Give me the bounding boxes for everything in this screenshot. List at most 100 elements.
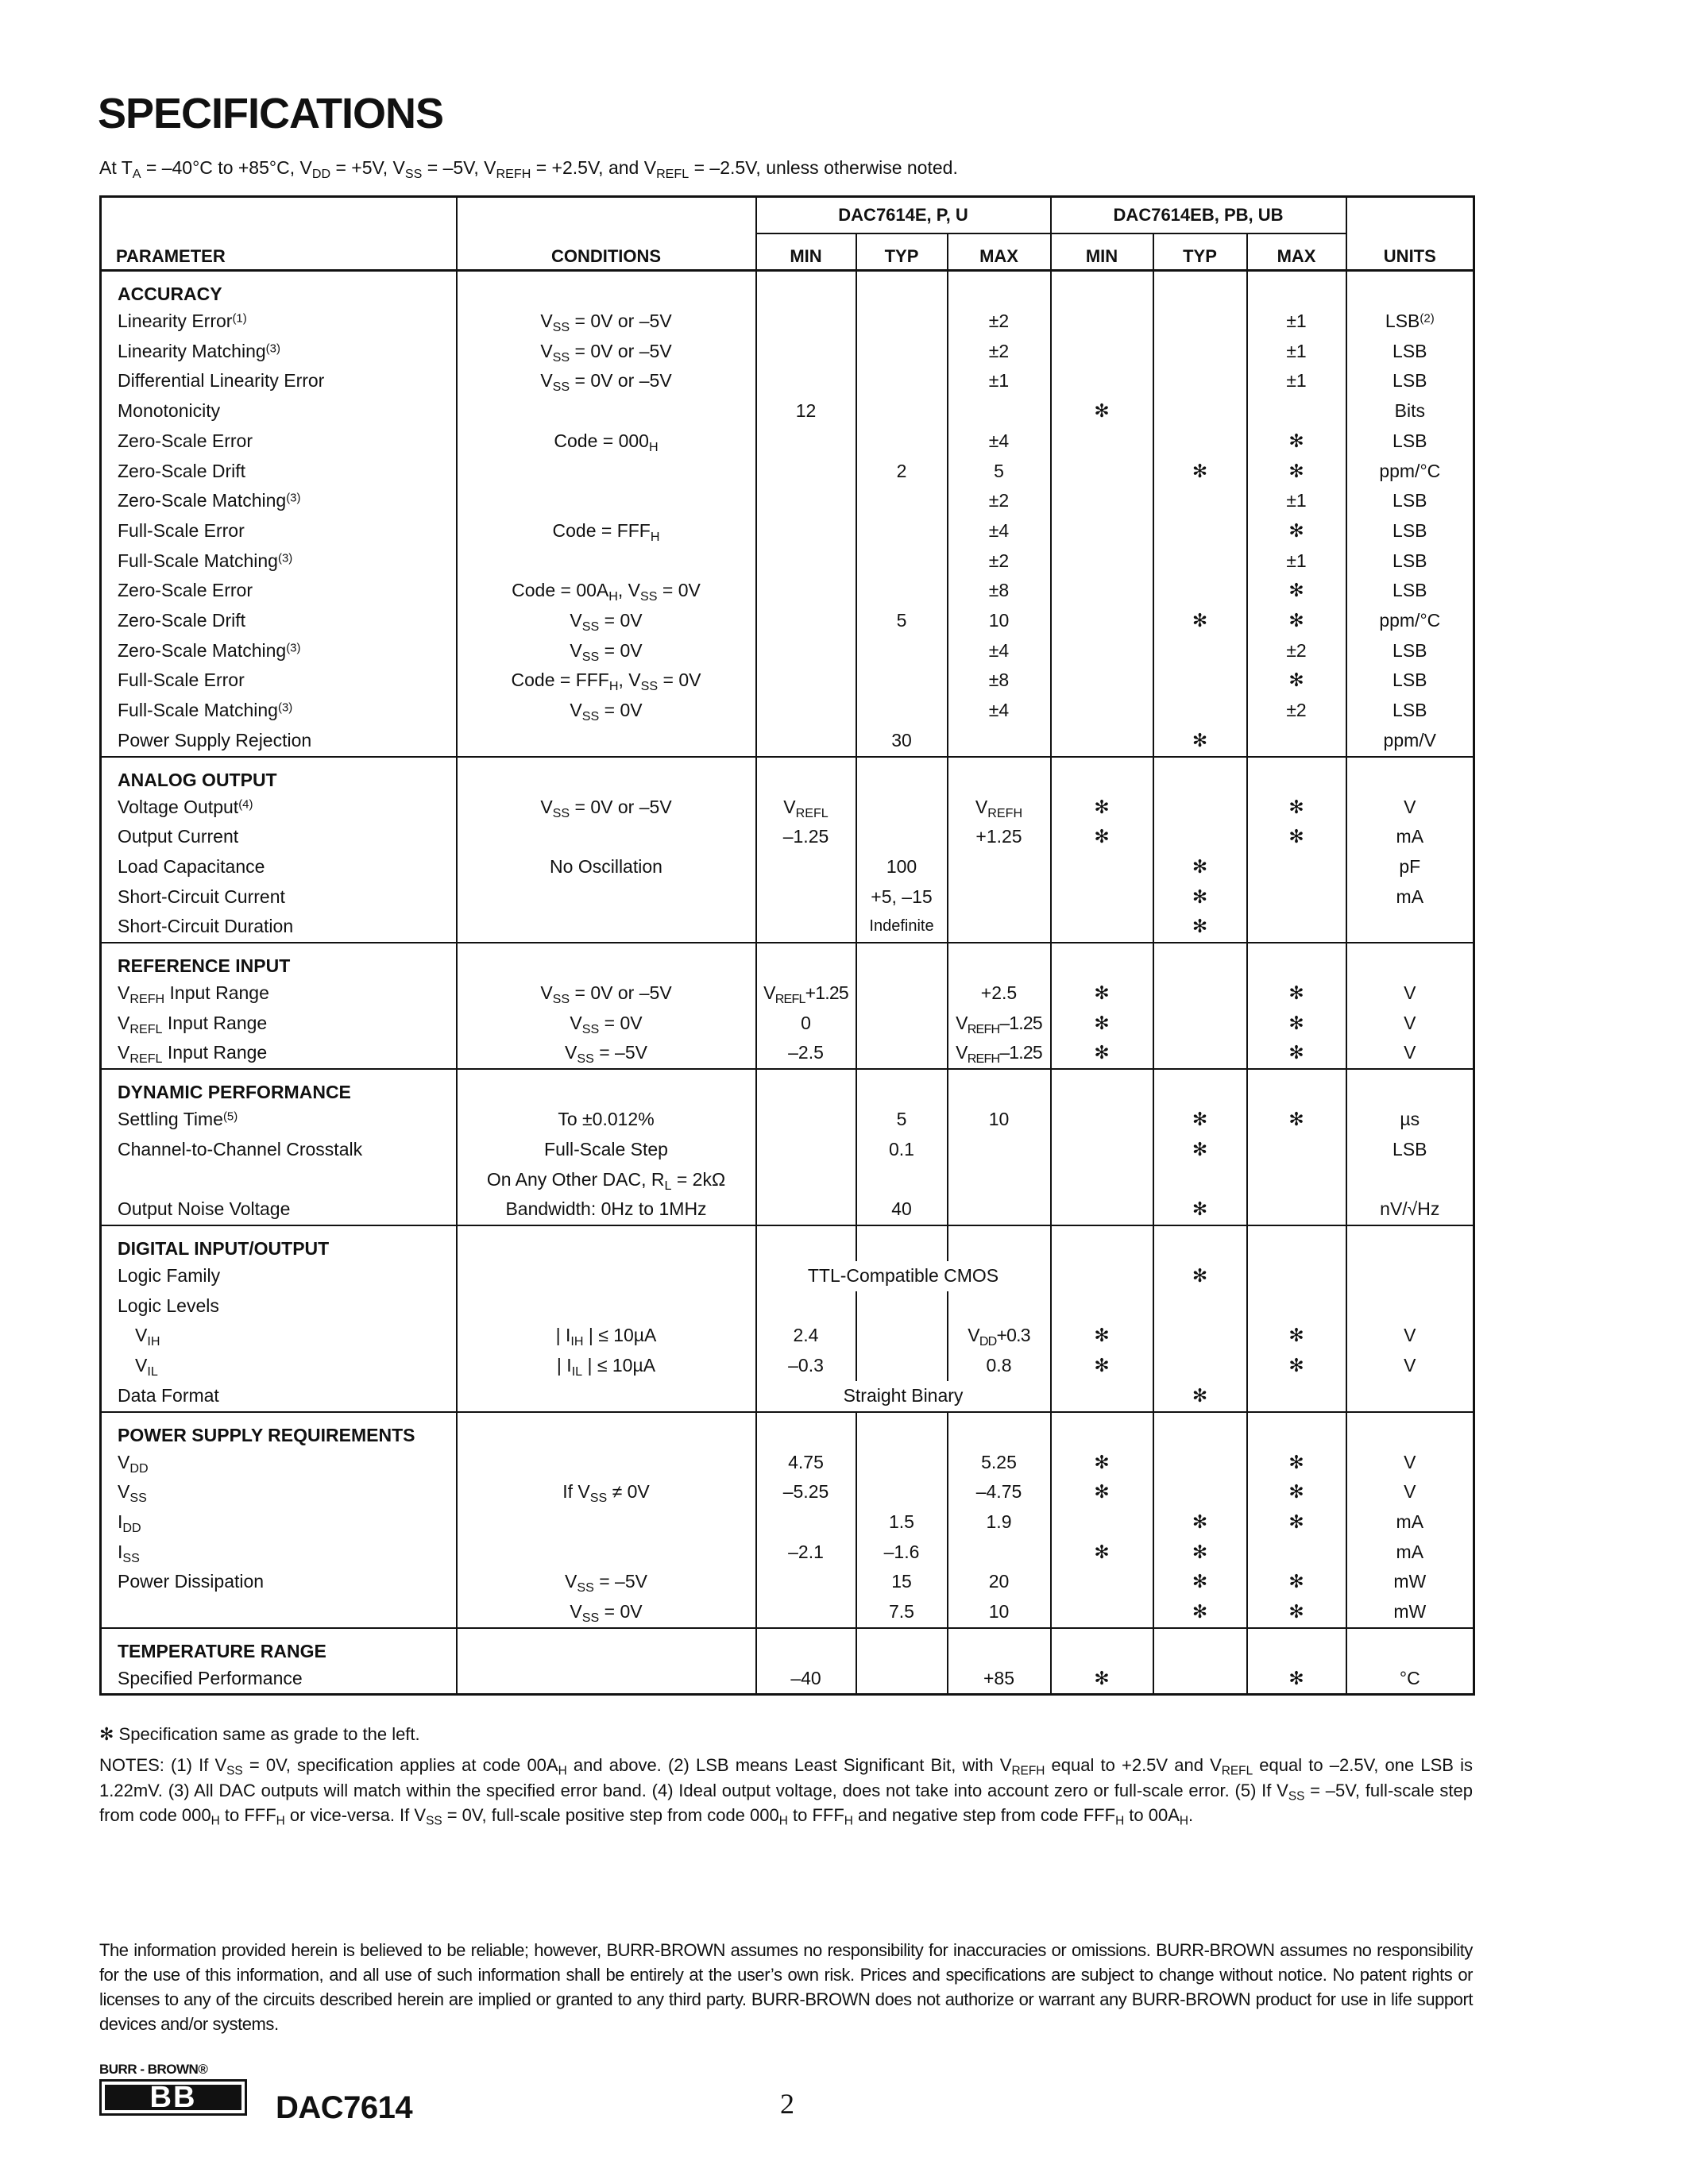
section-title: POWER SUPPLY REQUIREMENTS [99, 1411, 458, 1448]
min-cell [755, 696, 857, 726]
parameter-cell: VIH [99, 1321, 458, 1352]
max-high-grade-cell: ✻ [1246, 1477, 1347, 1507]
min-cell [755, 366, 857, 397]
max-cell: VREFH–1.25 [946, 1038, 1052, 1070]
min-high-grade-cell: ✻ [1049, 1447, 1154, 1478]
table-row: Short-Circuit Duration Indefinite ✻ [99, 912, 1475, 943]
units-cell: LSB [1345, 546, 1475, 577]
conditions-cell: | IIH | ≤ 10µA [455, 1321, 757, 1352]
max-high-grade-cell [1246, 1380, 1347, 1412]
min-cell: –1.25 [755, 822, 857, 852]
max-cell: 5 [946, 456, 1052, 487]
min-cell [755, 1164, 857, 1195]
max-cell [946, 912, 1052, 943]
parameter-cell [99, 1164, 458, 1195]
table-row: Zero-Scale Matching(3) ±2 ±1 LSB [99, 486, 1475, 516]
table-row: Zero-Scale Error Code = 000H ±4 ✻ LSB [99, 426, 1475, 457]
max-high-grade-cell: ±1 [1246, 366, 1347, 397]
table-row: VREFH Input Range VSS = 0V or –5V VREFL+1.… [99, 978, 1475, 1009]
max-cell: VDD+0.3 [946, 1321, 1052, 1352]
typ-high-grade-cell: ✻ [1152, 1537, 1248, 1568]
min-cell [755, 515, 857, 546]
empty-cell [455, 943, 757, 979]
units-cell: V [1345, 1447, 1475, 1478]
parameter-cell: Zero-Scale Error [99, 426, 458, 457]
table-row: Zero-Scale Error Code = 00AH, VSS = 0V ±8 ✻… [99, 576, 1475, 607]
page-number: 2 [780, 2088, 794, 2120]
subscript: H [558, 1764, 567, 1778]
empty-cell [755, 270, 857, 307]
min-high-grade-cell [1049, 666, 1154, 696]
specifications-table: PARAMETER CONDITIONS DAC7614E, P, U DAC7… [99, 195, 1476, 1696]
table-row: Data Format Straight Binary ✻ [99, 1380, 1475, 1412]
logo-mark: BB [99, 2079, 247, 2116]
typ-high-grade-cell: ✻ [1152, 882, 1248, 913]
empty-cell [455, 1225, 757, 1261]
typ-high-grade-cell [1152, 426, 1248, 457]
typ-cell [855, 1291, 948, 1322]
min-cell: –0.3 [755, 1351, 857, 1381]
empty-cell [455, 270, 757, 307]
subscript: H [211, 1814, 220, 1828]
min-high-grade-cell: ✻ [1049, 1351, 1154, 1381]
typ-high-grade-cell: ✻ [1152, 1134, 1248, 1165]
conditions-cell [455, 1291, 757, 1322]
empty-cell [455, 756, 757, 793]
typ-high-grade-cell [1152, 635, 1248, 666]
min-cell: –2.5 [755, 1038, 857, 1070]
typ-high-grade-cell [1152, 307, 1248, 337]
conditions-cell [455, 1260, 757, 1291]
min-high-grade-cell: ✻ [1049, 396, 1154, 426]
parameter-cell: VSS [99, 1477, 458, 1507]
empty-cell [1152, 756, 1248, 793]
typ-high-grade-cell [1152, 1321, 1248, 1352]
typ-cell [855, 666, 948, 696]
min-cell [755, 1507, 857, 1538]
parameter-cell: Zero-Scale Matching(3) [99, 486, 458, 516]
typ-high-grade-cell [1152, 978, 1248, 1009]
conditions-cell: VSS = 0V or –5V [455, 792, 757, 823]
typ-high-grade-cell [1152, 486, 1248, 516]
subscript: SS [581, 649, 600, 664]
header-group-high-grade: DAC7614EB, PB, UB [1049, 196, 1347, 234]
empty-cell [1345, 270, 1475, 307]
parameter-cell: VREFL Input Range [99, 1038, 458, 1070]
conditions-cell: VSS = 0V [455, 1597, 757, 1628]
min-high-grade-cell [1049, 576, 1154, 607]
empty-cell [855, 270, 948, 307]
units-cell: LSB [1345, 576, 1475, 607]
empty-cell [455, 1411, 757, 1448]
max-cell: ±4 [946, 696, 1052, 726]
typ-cell: 0.1 [855, 1134, 948, 1165]
max-high-grade-cell [1246, 725, 1347, 757]
units-cell: LSB(2) [1345, 307, 1475, 337]
max-cell [946, 725, 1052, 757]
typ-cell [855, 1663, 948, 1695]
conditions-cell [455, 822, 757, 852]
note-reference: (3) [277, 700, 293, 715]
section-title: TEMPERATURE RANGE [99, 1627, 458, 1664]
max-cell: –4.75 [946, 1477, 1052, 1507]
max-high-grade-cell: ✻ [1246, 426, 1347, 457]
typ-cell [855, 396, 948, 426]
units-cell: ppm/°C [1345, 456, 1475, 487]
parameter-cell: Full-Scale Error [99, 515, 458, 546]
max-high-grade-cell: ✻ [1246, 1038, 1347, 1070]
min-cell [755, 1597, 857, 1628]
parameter-cell: Data Format [99, 1380, 458, 1412]
table-row: Channel-to-Channel Crosstalk Full-Scale S… [99, 1134, 1475, 1165]
min-cell [755, 1105, 857, 1135]
conditions-cell [455, 1447, 757, 1478]
min-high-grade-cell [1049, 1291, 1154, 1322]
typ-cell [855, 696, 948, 726]
max-high-grade-cell [1246, 882, 1347, 913]
max-high-grade-cell: ±1 [1246, 486, 1347, 516]
empty-cell [946, 270, 1052, 307]
note-reference: (3) [265, 341, 280, 355]
header-typ: TYP [1152, 233, 1248, 272]
subscript: SS [589, 1491, 608, 1506]
note-reference: (5) [222, 1109, 238, 1124]
typ-high-grade-cell [1152, 336, 1248, 367]
max-cell: 20 [946, 1567, 1052, 1598]
min-high-grade-cell [1049, 426, 1154, 457]
